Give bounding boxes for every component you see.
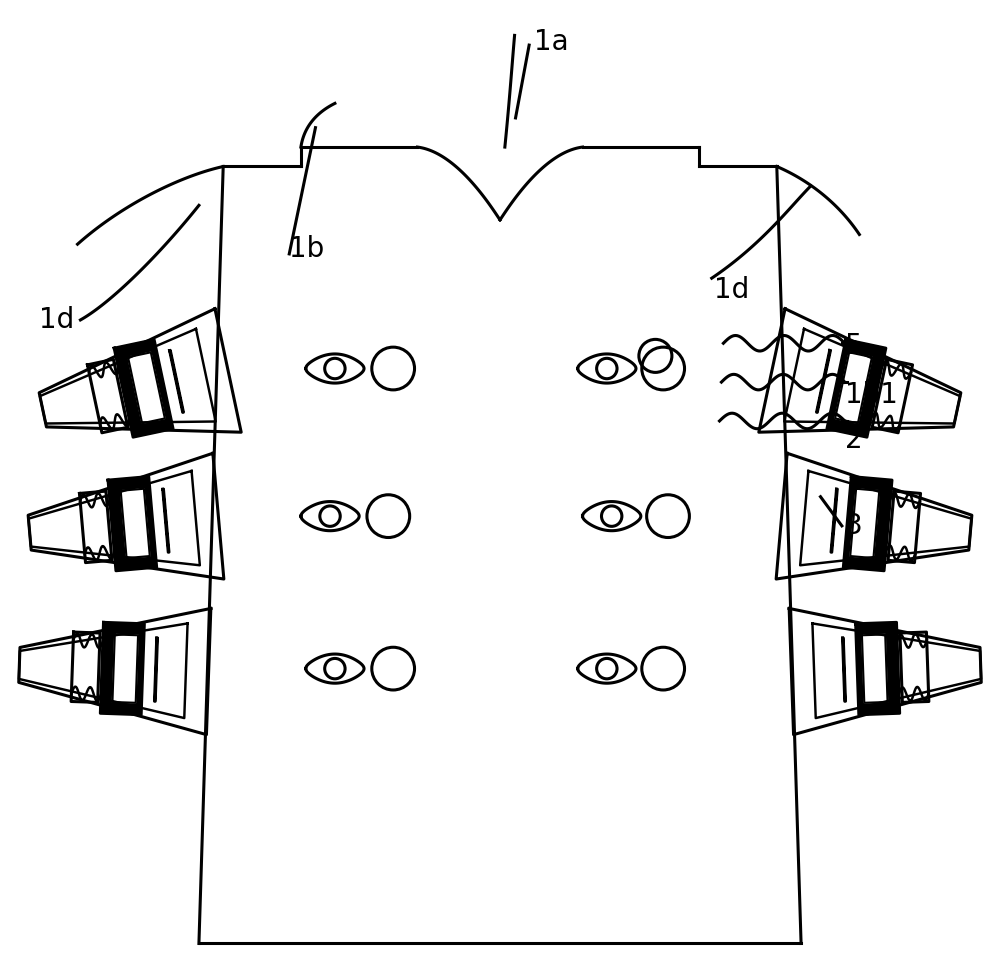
Polygon shape <box>827 340 886 437</box>
Polygon shape <box>835 353 872 424</box>
Text: 1d: 1d <box>714 276 749 304</box>
Text: 1b1: 1b1 <box>845 381 898 409</box>
Polygon shape <box>100 622 144 715</box>
Text: 1d: 1d <box>39 306 74 334</box>
Polygon shape <box>108 476 157 571</box>
Polygon shape <box>856 622 900 715</box>
Polygon shape <box>114 340 173 437</box>
Polygon shape <box>843 476 892 571</box>
Polygon shape <box>862 634 888 703</box>
Text: 2: 2 <box>845 427 862 455</box>
Text: 5: 5 <box>845 332 862 360</box>
Polygon shape <box>112 634 138 703</box>
Circle shape <box>639 339 672 372</box>
Polygon shape <box>121 489 150 558</box>
Text: 3: 3 <box>845 512 863 540</box>
Polygon shape <box>850 489 879 558</box>
Polygon shape <box>128 353 165 424</box>
Text: 1b: 1b <box>289 235 324 263</box>
Text: 1a: 1a <box>534 28 569 56</box>
